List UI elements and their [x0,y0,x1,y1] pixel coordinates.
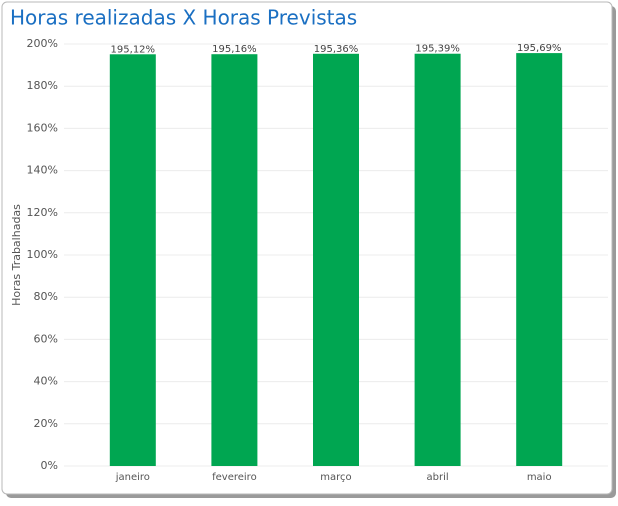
y-tick-label: 140% [27,164,58,177]
bar [516,53,563,466]
value-label: 195,69% [517,43,562,54]
bar [211,54,258,466]
value-label: 195,16% [212,44,257,55]
y-tick-label: 80% [34,290,58,303]
bar [313,53,359,466]
y-axis-label: Horas Trabalhadas [10,204,23,306]
y-tick-label: 40% [34,375,58,388]
x-tick-label: abril [427,472,449,483]
y-tick-label: 160% [27,121,58,134]
x-tick-label: fevereiro [212,472,257,483]
y-tick-label: 60% [34,332,58,345]
bar [109,54,156,466]
x-tick-label: março [320,472,351,483]
bar [414,53,461,466]
value-label: 195,12% [111,44,156,55]
y-tick-label: 100% [27,248,58,261]
y-tick-label: 180% [27,79,58,92]
value-label: 195,39% [415,44,460,55]
chart-title: Horas realizadas X Horas Previstas [10,6,357,30]
y-tick-label: 120% [27,206,58,219]
value-label: 195,36% [314,44,359,55]
x-tick-label: maio [527,472,552,483]
y-tick-label: 20% [34,417,58,430]
y-tick-label: 200% [27,37,58,50]
y-tick-label: 0% [41,459,58,472]
x-tick-label: janeiro [115,472,150,483]
